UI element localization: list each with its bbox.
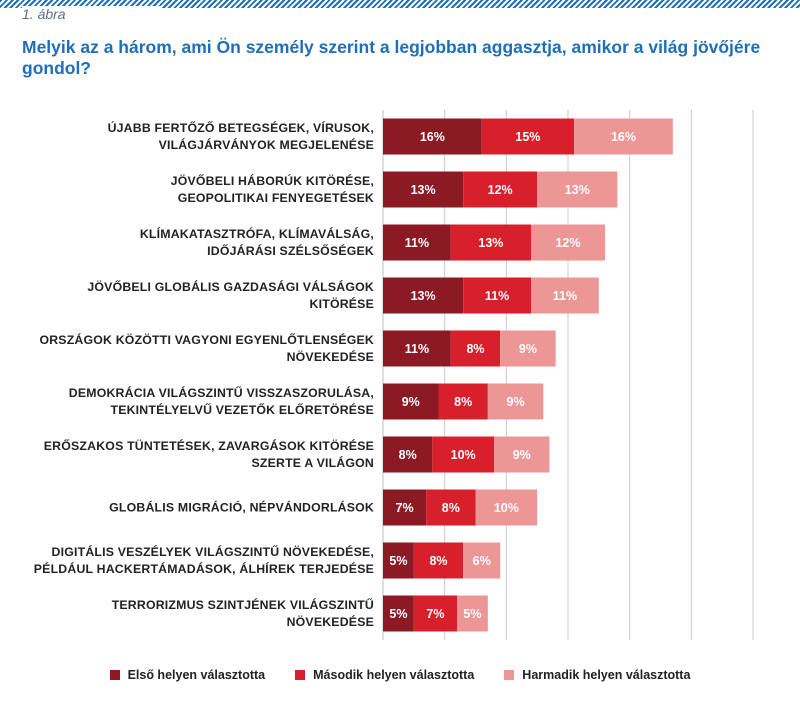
data-label: 12% xyxy=(555,236,580,250)
data-label: 10% xyxy=(494,501,519,515)
data-label: 5% xyxy=(389,607,407,621)
data-label: 6% xyxy=(473,554,491,568)
bar-segment xyxy=(383,277,464,314)
category-label: DIGITÁLIS VESZÉLYEK VILÁGSZINTŰ NÖVEKEDÉ… xyxy=(34,544,374,576)
bar-segment xyxy=(413,595,457,632)
data-label: 11% xyxy=(405,342,429,356)
category-label: ERŐSZAKOS TÜNTETÉSEK, ZAVARGÁSOK KITÖRÉS… xyxy=(44,438,374,470)
figure-label: 1. ábra xyxy=(22,6,66,22)
bar-segment xyxy=(537,171,618,208)
data-label: 8% xyxy=(442,501,460,515)
bar-segment xyxy=(383,118,482,155)
bar-segment xyxy=(463,277,531,314)
bar-segment xyxy=(494,436,550,473)
bar-segment xyxy=(432,436,494,473)
data-label: 8% xyxy=(429,554,447,568)
bar-segment xyxy=(481,118,575,155)
data-label: 9% xyxy=(402,395,420,409)
bar-segment xyxy=(383,436,433,473)
data-label: 9% xyxy=(507,395,525,409)
data-label: 8% xyxy=(454,395,472,409)
category-label: GLOBÁLIS MIGRÁCIÓ, NÉPVÁNDORLÁSOK xyxy=(109,500,374,515)
legend-swatch-third xyxy=(504,670,515,680)
data-label: 11% xyxy=(485,289,509,303)
legend-label-first: Első helyen választotta xyxy=(127,668,266,682)
data-label: 7% xyxy=(426,607,444,621)
category-label: ÚJABB FERTŐZŐ BETEGSÉGEK, VÍRUSOK, VILÁGJ… xyxy=(108,120,374,152)
header-hatch-rule xyxy=(0,0,800,8)
data-label: 13% xyxy=(478,236,503,250)
data-label: 12% xyxy=(488,183,513,197)
data-label: 13% xyxy=(565,183,590,197)
bar-segment xyxy=(463,542,501,579)
bar-segment xyxy=(475,489,538,526)
legend-item-third: Harmadik helyen választotta xyxy=(504,668,690,682)
legend-item-first: Első helyen választotta xyxy=(109,668,266,682)
bar-segment xyxy=(531,277,599,314)
bar-segment xyxy=(383,224,451,261)
stacked-bar-chart: ÚJABB FERTŐZŐ BETEGSÉGEK, VÍRUSOK, VILÁGJ… xyxy=(34,110,754,640)
bar-segment xyxy=(450,224,531,261)
category-label: DEMOKRÁCIA VILÁGSZINTŰ VISSZASZORULÁSA, T… xyxy=(69,385,374,417)
legend-swatch-second xyxy=(295,670,306,680)
legend-label-third: Harmadik helyen választotta xyxy=(522,668,691,682)
legend: Első helyen választotta Második helyen v… xyxy=(0,668,800,682)
category-label: ORSZÁGOK KÖZÖTTI VAGYONI EGYENLŐTLENSÉGE… xyxy=(39,332,374,364)
data-label: 5% xyxy=(389,554,407,568)
bar-segment xyxy=(413,542,464,579)
bar-segment xyxy=(383,489,427,526)
data-label: 11% xyxy=(405,236,429,250)
legend-label-second: Második helyen választotta xyxy=(313,668,475,682)
bar-segment xyxy=(383,171,464,208)
data-label: 8% xyxy=(466,342,484,356)
bar-segment xyxy=(531,224,605,261)
chart-title: Melyik az a három, ami Ön személy szerin… xyxy=(22,37,761,78)
data-label: 7% xyxy=(396,501,414,515)
category-label: JÖVŐBELI GLOBÁLIS GAZDASÁGI VÁLSÁGOK KITÖ… xyxy=(87,279,374,311)
bar-segment xyxy=(426,489,476,526)
category-label: JÖVŐBELI HÁBORÚK KITÖRÉSE, GEOPOLITIKAI F… xyxy=(171,173,374,205)
data-label: 11% xyxy=(553,289,577,303)
legend-swatch-first xyxy=(109,670,120,680)
bar-rows: 16% 15% 16% 13% 12% 13% 11% 13% 12% 13% 11% 11% 11% 8… xyxy=(383,118,673,632)
data-label: 5% xyxy=(463,607,481,621)
bar-segment xyxy=(500,330,556,367)
data-label: 10% xyxy=(451,448,476,462)
bar-segment xyxy=(457,595,488,632)
legend-item-second: Második helyen választotta xyxy=(295,668,474,682)
bar-segment xyxy=(383,542,414,579)
data-label: 13% xyxy=(411,183,436,197)
category-labels: ÚJABB FERTŐZŐ BETEGSÉGEK, VÍRUSOK, VILÁGJ… xyxy=(34,120,374,629)
bar-segment xyxy=(438,383,488,420)
bar-segment xyxy=(463,171,538,208)
bar-segment xyxy=(383,595,414,632)
bar-segment xyxy=(383,383,439,420)
bar-segment xyxy=(383,330,451,367)
header-label-backdrop xyxy=(22,6,162,26)
category-label: KLÍMAKATASZTRÓFA, KLÍMAVÁLSÁG, IDŐJÁRÁSI … xyxy=(140,226,374,258)
data-label: 9% xyxy=(519,342,537,356)
category-label: TERRORIZMUS SZINTJÉNEK VILÁGSZINTŰ NÖVEKE… xyxy=(112,597,374,629)
data-label: 8% xyxy=(399,448,417,462)
bar-segment xyxy=(487,383,544,420)
bar-segment xyxy=(450,330,501,367)
data-label: 16% xyxy=(611,130,636,144)
bar-segment xyxy=(574,118,673,155)
data-label: 9% xyxy=(513,448,531,462)
data-label: 13% xyxy=(411,289,436,303)
data-label: 16% xyxy=(420,130,445,144)
data-label: 15% xyxy=(515,130,540,144)
